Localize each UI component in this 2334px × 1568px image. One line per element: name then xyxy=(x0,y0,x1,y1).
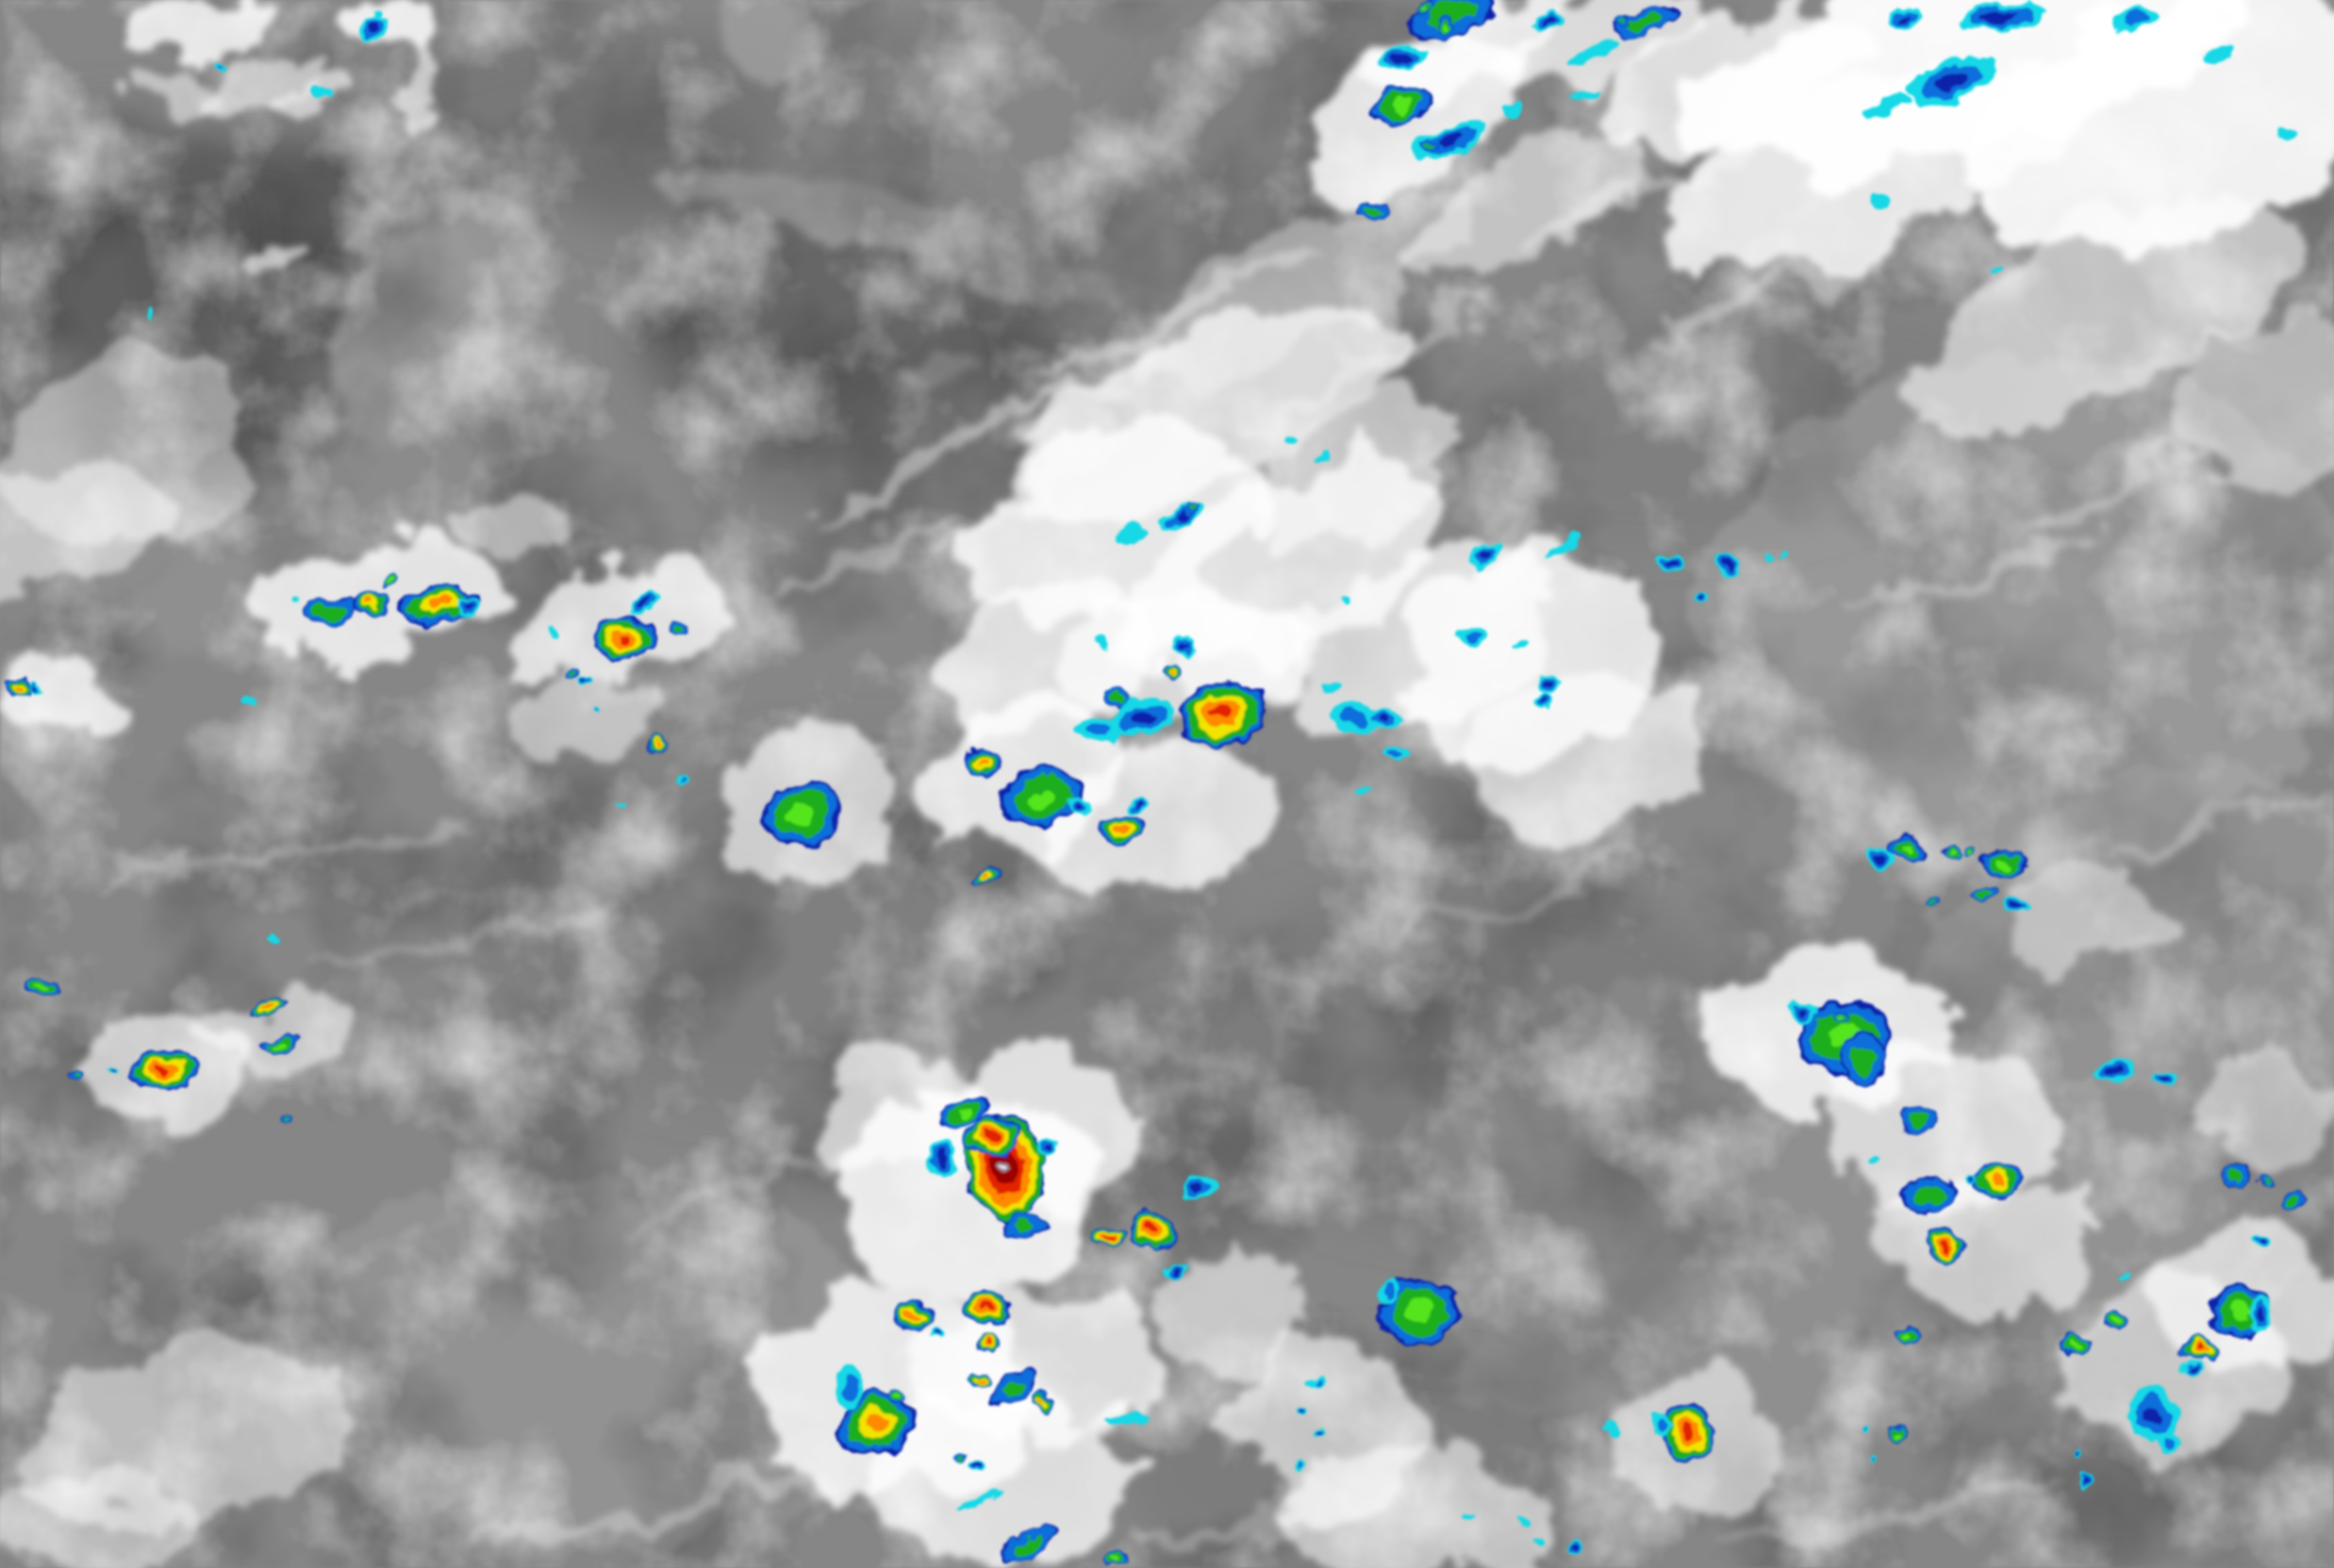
convective-cells xyxy=(4,0,2309,1566)
